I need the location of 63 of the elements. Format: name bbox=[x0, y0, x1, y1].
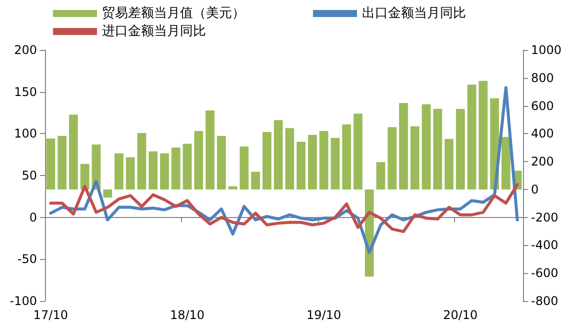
bar bbox=[126, 157, 135, 190]
bar bbox=[148, 151, 158, 190]
x-tick-label: 17/10 bbox=[33, 308, 68, 321]
bar bbox=[330, 138, 340, 190]
y2-tick-label: -600 bbox=[531, 266, 558, 280]
bar bbox=[251, 172, 260, 190]
bar bbox=[228, 186, 238, 190]
bar bbox=[308, 134, 317, 190]
bar bbox=[80, 164, 90, 190]
y2-tick-label: -200 bbox=[531, 210, 558, 224]
y-tick-label: 200 bbox=[14, 43, 37, 57]
bar bbox=[342, 124, 352, 190]
bar bbox=[399, 102, 408, 190]
bar bbox=[262, 132, 272, 190]
y-tick-label: 100 bbox=[14, 126, 37, 141]
bar bbox=[58, 136, 67, 190]
bar bbox=[137, 132, 146, 190]
bar bbox=[467, 84, 476, 190]
y2-tick-label: -400 bbox=[531, 238, 558, 252]
bar bbox=[194, 131, 204, 190]
bar bbox=[103, 189, 112, 198]
bar bbox=[456, 108, 465, 190]
bar bbox=[114, 153, 124, 190]
bar bbox=[478, 80, 488, 190]
y2-tick-label: -800 bbox=[531, 294, 558, 308]
y2-tick-label: 400 bbox=[531, 126, 554, 141]
bar bbox=[388, 127, 397, 190]
bar bbox=[206, 110, 214, 190]
bar bbox=[319, 131, 328, 190]
bar bbox=[216, 136, 226, 190]
bar bbox=[422, 104, 431, 190]
y-tick-label: -50 bbox=[17, 252, 37, 266]
bar bbox=[240, 146, 249, 190]
bar bbox=[444, 138, 454, 190]
bar bbox=[171, 147, 180, 190]
y2-tick-label: 1000 bbox=[531, 43, 562, 57]
legend-label: 贸易差额当月值（美元） bbox=[102, 5, 245, 21]
bar bbox=[410, 126, 420, 190]
y2-tick-label: 200 bbox=[531, 154, 554, 169]
bar bbox=[296, 142, 306, 190]
legend-label: 进口金额当月同比 bbox=[102, 24, 206, 39]
x-tick-label: 19/10 bbox=[306, 308, 342, 321]
x-tick-label: 20/10 bbox=[443, 308, 478, 321]
y2-tick-label: 800 bbox=[531, 70, 554, 85]
y-tick-label: 150 bbox=[14, 84, 37, 99]
bar bbox=[46, 138, 56, 190]
bar bbox=[433, 108, 442, 190]
bar bbox=[274, 120, 283, 190]
x-tick-label: 18/10 bbox=[170, 308, 205, 321]
bar bbox=[160, 153, 169, 190]
y2-tick-label: 600 bbox=[531, 98, 554, 113]
y-tick-label: 0 bbox=[29, 210, 37, 224]
bar bbox=[182, 144, 192, 190]
line-series bbox=[49, 183, 519, 234]
y2-tick-label: 0 bbox=[531, 182, 539, 196]
bar bbox=[354, 114, 362, 190]
bar bbox=[69, 114, 78, 190]
bar bbox=[285, 128, 294, 190]
legend-label: 出口金额当月同比 bbox=[362, 6, 466, 21]
bar bbox=[376, 162, 386, 190]
bar bbox=[501, 136, 510, 190]
y-tick-label: 50 bbox=[22, 168, 37, 182]
y-tick-label: -100 bbox=[10, 294, 37, 308]
